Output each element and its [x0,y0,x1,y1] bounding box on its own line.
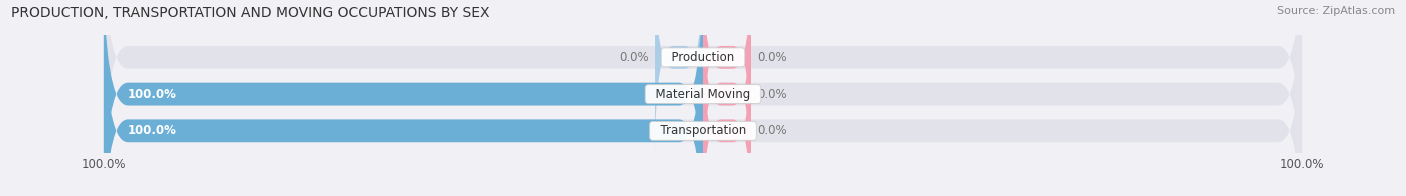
Text: 0.0%: 0.0% [756,88,786,101]
FancyBboxPatch shape [703,32,751,196]
FancyBboxPatch shape [703,0,751,193]
FancyBboxPatch shape [104,0,1302,196]
FancyBboxPatch shape [104,0,703,196]
FancyBboxPatch shape [104,0,1302,193]
FancyBboxPatch shape [655,0,703,156]
Text: Transportation: Transportation [652,124,754,137]
Text: 100.0%: 100.0% [128,88,177,101]
Text: 0.0%: 0.0% [756,124,786,137]
Text: 100.0%: 100.0% [82,158,127,171]
FancyBboxPatch shape [104,0,1302,196]
Text: Material Moving: Material Moving [648,88,758,101]
Text: Production: Production [664,51,742,64]
FancyBboxPatch shape [703,0,751,156]
Text: 100.0%: 100.0% [128,124,177,137]
Text: PRODUCTION, TRANSPORTATION AND MOVING OCCUPATIONS BY SEX: PRODUCTION, TRANSPORTATION AND MOVING OC… [11,6,489,20]
FancyBboxPatch shape [104,0,703,196]
Text: 0.0%: 0.0% [756,51,786,64]
Text: 0.0%: 0.0% [620,51,650,64]
Text: Source: ZipAtlas.com: Source: ZipAtlas.com [1277,6,1395,16]
Text: 100.0%: 100.0% [1279,158,1324,171]
